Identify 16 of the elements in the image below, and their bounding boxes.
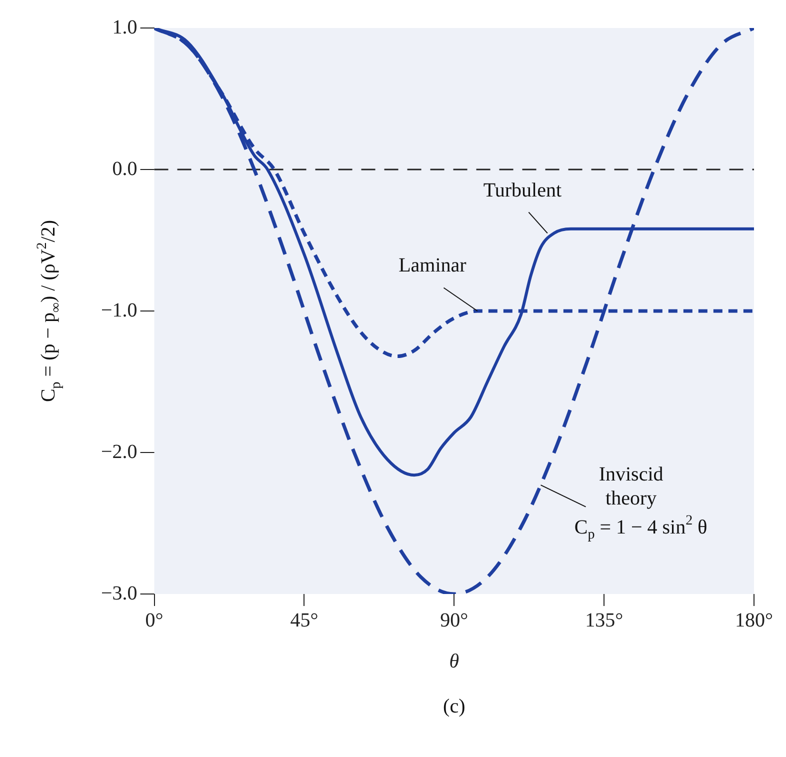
y-tick-label: 1.0 (112, 16, 138, 38)
y-tick-label: −1.0 (101, 299, 138, 322)
y-axis-title: Cp = (p − p∞) / (ρV2/2) (34, 220, 64, 402)
x-tick-label: 45° (290, 609, 318, 632)
annotation: Turbulent (483, 179, 562, 202)
x-tick-label: 0° (145, 609, 164, 632)
y-tick-label: −3.0 (101, 582, 138, 604)
annotation: Inviscid theory (598, 463, 664, 510)
x-axis-title: θ (449, 650, 460, 672)
y-tick-label: 0.0 (112, 158, 138, 180)
text: (c) (443, 695, 466, 718)
x-tick-label: 90° (440, 609, 468, 632)
y-tick-label: −2.0 (101, 440, 138, 463)
annotation: Laminar (398, 254, 467, 276)
x-tick-label: 135° (585, 609, 624, 632)
x-tick-label: 180° (735, 609, 773, 632)
